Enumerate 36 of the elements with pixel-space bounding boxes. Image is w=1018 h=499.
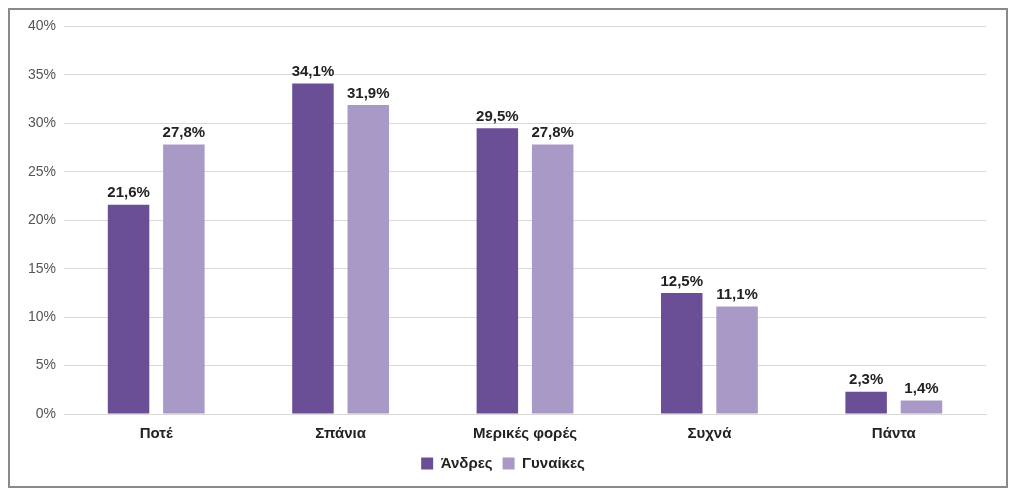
y-tick-label: 40% bbox=[27, 17, 57, 34]
x-tick-label: Πάντα bbox=[871, 424, 917, 442]
data-label: 12,5% bbox=[660, 271, 704, 289]
y-tick-label: 10% bbox=[27, 307, 57, 324]
data-label: 34,1% bbox=[291, 62, 335, 80]
bar bbox=[163, 144, 205, 414]
y-tick-label: 30% bbox=[27, 114, 57, 131]
bar bbox=[531, 144, 574, 414]
data-label: 21,6% bbox=[107, 183, 150, 201]
y-tick-label: 35% bbox=[27, 65, 57, 82]
data-label: 1,4% bbox=[904, 379, 939, 397]
data-label: 11,1% bbox=[716, 285, 758, 303]
y-tick-label: 25% bbox=[27, 162, 57, 179]
y-tick-label: 5% bbox=[35, 356, 57, 373]
legend-label: Άνδρες bbox=[440, 453, 493, 471]
x-tick-label: Σπάνια bbox=[315, 424, 367, 442]
bar bbox=[661, 292, 703, 414]
y-tick-label: 0% bbox=[35, 404, 57, 421]
data-label: 27,8% bbox=[162, 123, 206, 141]
bar bbox=[716, 306, 758, 414]
y-tick-label: 15% bbox=[27, 259, 57, 276]
data-label: 2,3% bbox=[849, 370, 884, 388]
x-tick-label: Ποτέ bbox=[139, 424, 173, 442]
bar bbox=[900, 400, 943, 414]
data-label: 29,5% bbox=[476, 106, 519, 124]
x-tick-label: Μερικές φορές bbox=[473, 424, 578, 442]
bar bbox=[476, 128, 519, 414]
y-tick-label: 20% bbox=[27, 211, 57, 228]
data-label: 27,8% bbox=[531, 123, 574, 141]
data-label: 31,9% bbox=[347, 83, 390, 101]
x-tick-label: Συχνά bbox=[687, 424, 733, 442]
bar bbox=[292, 83, 334, 414]
bar bbox=[107, 204, 150, 414]
bar bbox=[347, 104, 390, 414]
bar bbox=[845, 391, 887, 414]
legend-label: Γυναίκες bbox=[522, 453, 586, 471]
